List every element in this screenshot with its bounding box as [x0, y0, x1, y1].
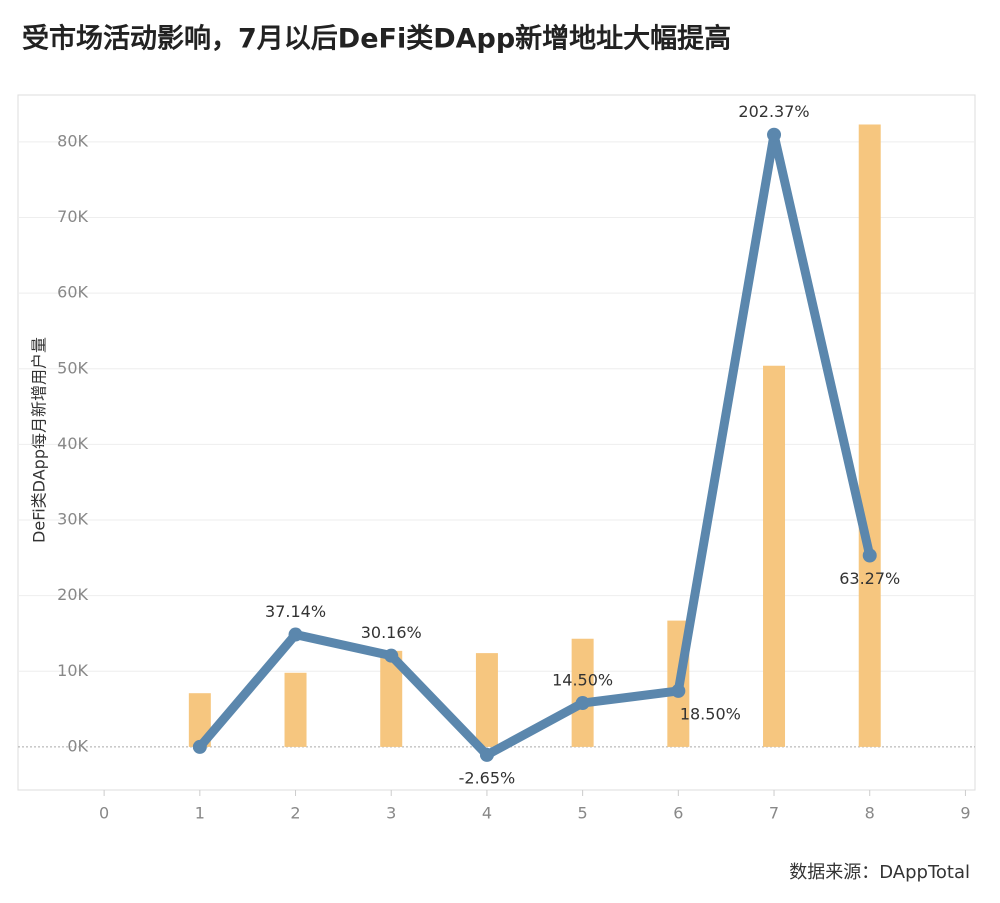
- line: [196, 130, 875, 760]
- x-tick-label: 4: [482, 804, 492, 823]
- x-tick-label: 9: [960, 804, 970, 823]
- x-tick-label: 5: [578, 804, 588, 823]
- x-tick-label: 6: [673, 804, 683, 823]
- source-note: 数据来源：DAppTotal: [789, 862, 970, 883]
- line-point: [671, 683, 686, 698]
- bar: [475, 653, 498, 747]
- x-tick-label: 8: [865, 804, 875, 823]
- x-tick-label: 0: [99, 804, 109, 823]
- y-tick-label: 30K: [57, 510, 88, 529]
- y-tick-label: 50K: [57, 358, 88, 377]
- bar: [284, 672, 307, 747]
- y-axis-title: DeFi类DApp每月新增用户量: [30, 337, 49, 543]
- line-point: [384, 648, 399, 663]
- bar: [380, 650, 403, 747]
- bar: [858, 124, 881, 747]
- line-point: [479, 747, 494, 762]
- bar: [763, 365, 786, 747]
- chart-title: 受市场活动影响，7月以后DeFi类DApp新增地址大幅提高: [22, 23, 731, 55]
- line-point: [288, 627, 303, 642]
- y-tick-label: 20K: [57, 585, 88, 604]
- y-tick-label: 0K: [67, 736, 88, 755]
- x-tick-label: 1: [195, 804, 205, 823]
- plot-frame: [17, 94, 976, 791]
- y-tick-label: 70K: [57, 207, 88, 226]
- data-label: 202.37%: [738, 102, 809, 121]
- x-tick-label: 7: [769, 804, 779, 823]
- data-label: 18.50%: [680, 704, 741, 723]
- line-point: [862, 548, 877, 563]
- bar: [188, 693, 211, 747]
- line-point: [575, 696, 590, 711]
- data-label: -2.65%: [459, 768, 516, 787]
- data-label: 14.50%: [552, 671, 613, 690]
- y-tick-label: 40K: [57, 434, 88, 453]
- y-tick-label: 10K: [57, 661, 88, 680]
- x-tick-label: 3: [386, 804, 396, 823]
- line-point: [192, 739, 207, 754]
- data-label: 63.27%: [839, 569, 900, 588]
- y-tick-label: 60K: [57, 283, 88, 302]
- line-point: [767, 127, 782, 142]
- data-label: 30.16%: [361, 623, 422, 642]
- data-label: 37.14%: [265, 602, 326, 621]
- bar: [571, 638, 594, 747]
- x-tick-label: 2: [290, 804, 300, 823]
- y-tick-label: 80K: [57, 131, 88, 150]
